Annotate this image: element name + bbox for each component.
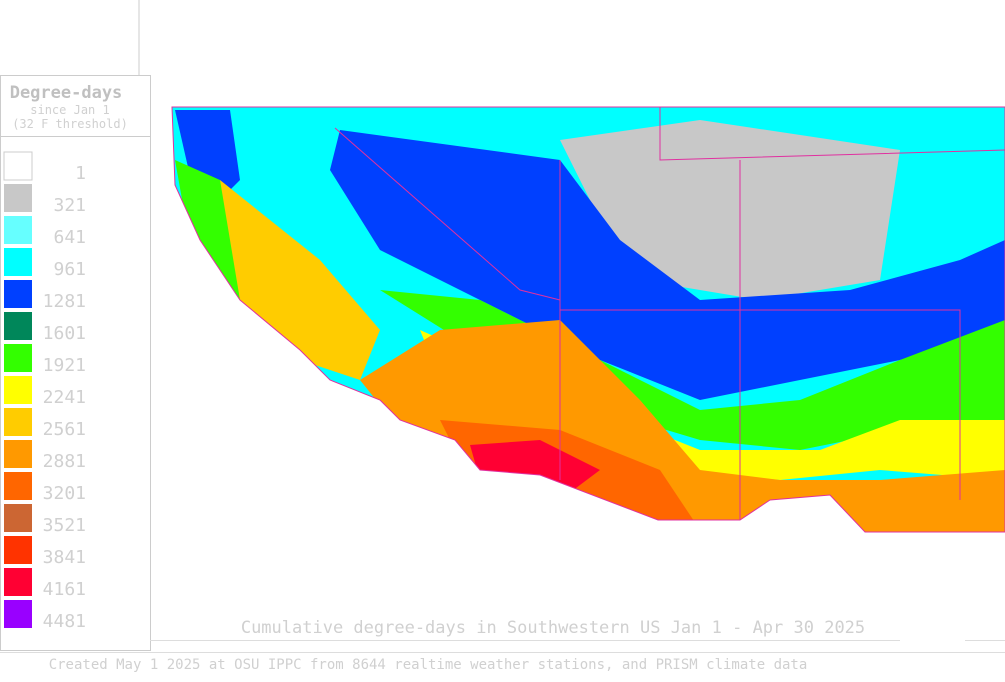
map-border xyxy=(171,106,1005,533)
legend-swatch xyxy=(4,184,32,212)
legend-subtitle: since Jan 1 xyxy=(30,103,109,117)
legend-swatch xyxy=(4,600,32,628)
state-border xyxy=(560,309,961,500)
legend-label: 1601 xyxy=(43,323,86,344)
legend-swatch xyxy=(4,536,32,564)
state-border xyxy=(334,127,561,301)
legend-swatch xyxy=(4,568,32,596)
legend-label: 1921 xyxy=(43,355,86,376)
legend-box xyxy=(0,75,151,651)
legend-label: 4481 xyxy=(43,611,86,632)
legend-label: 3521 xyxy=(43,515,86,536)
legend-title: Degree-days xyxy=(10,83,123,103)
credit-line: Created May 1 2025 at OSU IPPC from 8644… xyxy=(49,657,808,673)
legend-swatch xyxy=(4,440,32,468)
legend-swatch xyxy=(3,151,33,181)
map-caption: Cumulative degree-days in Southwestern U… xyxy=(241,618,865,638)
legend-label: 321 xyxy=(53,195,86,216)
legend-label: 2881 xyxy=(43,451,86,472)
legend-label: 641 xyxy=(53,227,86,248)
map-surface xyxy=(172,107,1005,532)
legend-label: 4161 xyxy=(43,579,86,600)
legend-swatch xyxy=(4,280,32,308)
legend-swatch xyxy=(4,504,32,532)
legend-label: 1281 xyxy=(43,291,86,312)
legend-swatch xyxy=(4,312,32,340)
legend-label: 2561 xyxy=(43,419,86,440)
legend-label: 3841 xyxy=(43,547,86,568)
legend-label: 961 xyxy=(53,259,86,280)
state-border xyxy=(659,107,1005,161)
legend-swatch xyxy=(4,408,32,436)
legend-swatch xyxy=(4,248,32,276)
legend-swatch xyxy=(4,376,32,404)
legend-swatch xyxy=(4,472,32,500)
legend-subtitle: (32 F threshold) xyxy=(12,117,128,131)
legend-swatch xyxy=(4,216,32,244)
legend-swatch xyxy=(4,344,32,372)
legend-label: 3201 xyxy=(43,483,86,504)
legend-label: 2241 xyxy=(43,387,86,408)
legend-label: 1 xyxy=(75,163,86,184)
